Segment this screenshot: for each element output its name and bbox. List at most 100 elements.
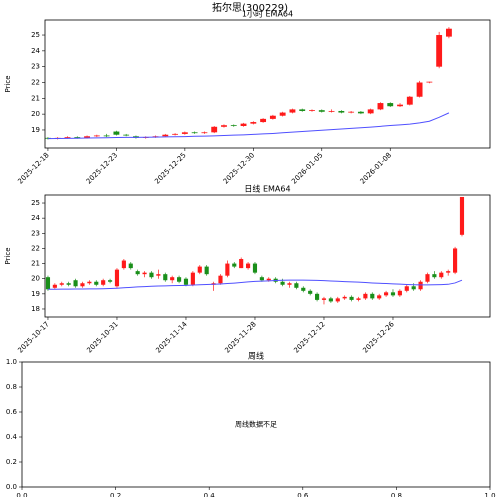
candle-body bbox=[299, 109, 306, 111]
candle-body bbox=[436, 35, 443, 67]
candle-body bbox=[232, 263, 237, 267]
x-tick-label: 1.0 bbox=[484, 492, 495, 497]
candle-body bbox=[459, 196, 465, 235]
candle-body bbox=[218, 275, 223, 284]
candle-body bbox=[163, 274, 168, 281]
candle-body bbox=[142, 272, 147, 275]
y-tick-label: 23 bbox=[31, 63, 40, 71]
candle-body bbox=[426, 81, 433, 83]
x-tick-label: 2025-12-23 bbox=[85, 151, 119, 185]
candle-body bbox=[113, 131, 120, 135]
candle-body bbox=[170, 277, 175, 281]
candle-body bbox=[397, 290, 402, 296]
candle-body bbox=[183, 278, 189, 285]
candle-body bbox=[177, 277, 182, 282]
candle-body bbox=[404, 286, 409, 291]
x-tick-label: 2025-12-25 bbox=[153, 151, 187, 185]
candle-body bbox=[308, 290, 313, 294]
y-tick-label: 21 bbox=[31, 94, 40, 102]
y-tick-label: 21 bbox=[31, 260, 40, 268]
candle-body bbox=[342, 296, 347, 299]
x-tick-label: 2025-12-18 bbox=[16, 151, 50, 185]
candle-body bbox=[384, 292, 389, 296]
candle-body bbox=[239, 259, 244, 269]
x-tick-label: 2025-10-17 bbox=[16, 320, 50, 354]
candle-body bbox=[309, 110, 315, 111]
candle-body bbox=[349, 296, 354, 300]
candle-body bbox=[94, 281, 99, 285]
candle-body bbox=[201, 132, 208, 134]
candle-body bbox=[93, 135, 100, 137]
candle-body bbox=[370, 293, 375, 299]
candle-body bbox=[52, 284, 57, 288]
candle-body bbox=[328, 110, 335, 112]
candle-body bbox=[211, 126, 218, 133]
candle-body bbox=[107, 280, 113, 282]
ema-line bbox=[47, 279, 463, 290]
candle-body bbox=[363, 293, 368, 299]
candle-body bbox=[279, 112, 286, 116]
candle-body bbox=[418, 281, 423, 290]
candle-body bbox=[259, 277, 264, 281]
candle-body bbox=[367, 109, 374, 114]
x-tick-label: 0.6 bbox=[297, 492, 309, 497]
y-axis-label: Price bbox=[4, 75, 12, 92]
x-tick-label: 2026-01-05 bbox=[290, 151, 324, 185]
y-tick-label: 19 bbox=[31, 290, 40, 298]
candle-body bbox=[287, 283, 292, 285]
candle-body bbox=[64, 137, 71, 138]
candle-body bbox=[246, 263, 251, 269]
candle-body bbox=[406, 96, 413, 105]
candle-body bbox=[318, 110, 325, 112]
candle-body bbox=[321, 298, 327, 300]
candle-body bbox=[66, 283, 71, 285]
candle-body bbox=[280, 281, 285, 285]
y-tick-label: 20 bbox=[31, 275, 40, 283]
axes-frame bbox=[21, 361, 491, 488]
candle-body bbox=[289, 109, 296, 113]
y-tick-label: 1.0 bbox=[6, 358, 17, 366]
candle-body bbox=[204, 266, 209, 275]
candle-body bbox=[80, 283, 85, 287]
candle-body bbox=[172, 133, 179, 135]
candle-body bbox=[432, 274, 437, 278]
candle-body bbox=[225, 263, 230, 276]
candle-body bbox=[103, 135, 110, 137]
axes-frame bbox=[44, 194, 491, 318]
candle-body bbox=[338, 110, 345, 113]
axes-frame bbox=[44, 19, 491, 149]
x-tick-label: 2025-11-28 bbox=[223, 320, 257, 354]
candle-body bbox=[357, 111, 364, 114]
candle-body bbox=[221, 125, 227, 127]
y-tick-label: 19 bbox=[31, 126, 40, 134]
candle-body bbox=[377, 295, 382, 299]
figure-title: 拓尔思(300229) bbox=[212, 1, 288, 14]
candle-body bbox=[425, 274, 430, 282]
y-tick-label: 23 bbox=[31, 229, 40, 237]
candle-body bbox=[266, 278, 271, 281]
candle-body bbox=[356, 298, 361, 300]
y-tick-label: 18 bbox=[31, 305, 40, 313]
candle-body bbox=[128, 263, 133, 269]
candle-body bbox=[123, 134, 130, 136]
candle-body bbox=[260, 118, 267, 123]
candle-body bbox=[135, 271, 140, 275]
y-tick-label: 22 bbox=[31, 244, 40, 252]
ema-line bbox=[47, 112, 450, 140]
candle-body bbox=[191, 132, 198, 134]
candle-body bbox=[439, 272, 444, 278]
y-tick-label: 0.6 bbox=[6, 408, 18, 416]
candle-body bbox=[84, 136, 90, 138]
candle-body bbox=[240, 123, 247, 127]
candle-body bbox=[114, 269, 120, 287]
candle-body bbox=[411, 286, 416, 290]
candle-body bbox=[230, 125, 237, 127]
x-tick-label: 0.4 bbox=[204, 492, 216, 497]
candle-body bbox=[315, 293, 320, 300]
y-tick-label: 22 bbox=[31, 78, 40, 86]
x-tick-label: 2025-12-12 bbox=[292, 320, 326, 354]
candle-body bbox=[121, 260, 126, 269]
candle-body bbox=[390, 292, 396, 296]
candle-body bbox=[301, 287, 306, 291]
